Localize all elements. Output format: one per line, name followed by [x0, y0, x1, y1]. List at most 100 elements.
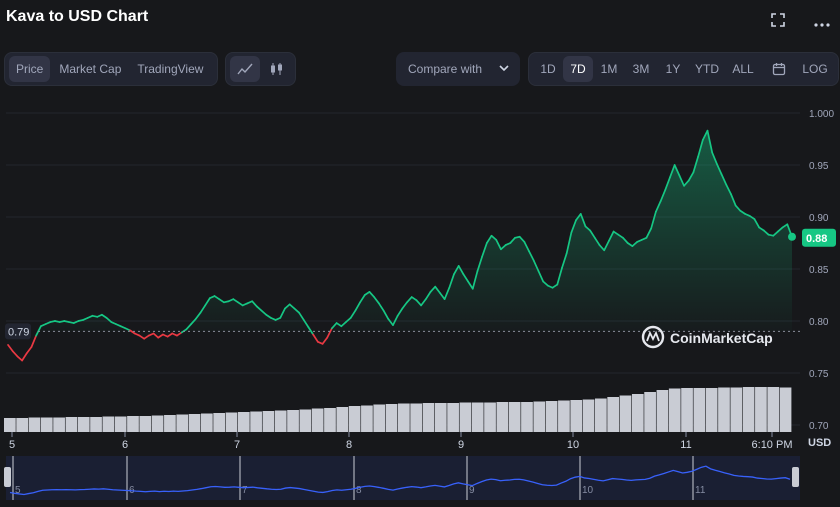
navigator-tick-label: 7 — [242, 485, 248, 496]
price-line-segment — [781, 223, 789, 229]
log-scale-toggle[interactable]: LOG — [802, 62, 828, 76]
price-line-segment — [730, 193, 737, 207]
volume-bar — [361, 405, 373, 432]
navigator-tick-label: 11 — [695, 485, 706, 496]
volume-bar — [398, 403, 410, 432]
price-line-segment — [462, 273, 469, 283]
volume-bar — [656, 390, 669, 432]
price-line-segment — [340, 321, 347, 328]
price-line-segment — [537, 270, 545, 283]
price-line-segment — [25, 346, 33, 355]
y-tick-label: 0.90 — [809, 213, 829, 224]
navigator-tick-label: 5 — [15, 485, 21, 496]
fullscreen-icon[interactable] — [768, 12, 788, 32]
price-line-segment — [227, 298, 235, 303]
price-line-segment — [363, 291, 371, 296]
price-line-segment — [359, 294, 366, 304]
price-line-segment — [420, 298, 427, 307]
navigator-handle-left[interactable] — [4, 467, 11, 487]
price-line-segment — [579, 213, 587, 228]
price-line-segment — [382, 309, 390, 320]
more-icon[interactable] — [812, 12, 832, 32]
price-line-segment — [692, 155, 699, 174]
y-tick-label: 0.80 — [809, 317, 829, 328]
price-line-segment — [152, 332, 160, 339]
range-all[interactable]: ALL — [732, 62, 754, 76]
volume-bar — [53, 417, 65, 432]
range-1d[interactable]: 1D — [540, 62, 556, 76]
price-line-segment — [326, 327, 333, 339]
y-tick-label: 1.000 — [809, 109, 834, 120]
volume-bar — [188, 414, 201, 432]
price-line-segment — [77, 319, 84, 322]
volume-bar — [127, 416, 139, 432]
volume-bar — [730, 387, 743, 432]
price-line-segment — [82, 317, 89, 321]
price-line-segment — [223, 300, 230, 304]
price-line-segment — [40, 323, 47, 328]
range-3m[interactable]: 3M — [632, 62, 650, 76]
price-line-segment — [570, 219, 577, 234]
price-line-segment — [16, 355, 23, 362]
candlestick-icon[interactable] — [262, 56, 291, 82]
range-navigator[interactable]: 5 6 7 8 9 10 11 — [4, 456, 800, 500]
price-line-segment — [777, 226, 784, 233]
price-line-segment — [640, 236, 648, 241]
price-line-segment — [387, 318, 394, 327]
price-line-segment — [753, 218, 760, 229]
price-line-segment — [561, 252, 568, 269]
compare-with-dropdown[interactable]: Compare with — [396, 52, 520, 86]
volume-bar — [779, 387, 792, 432]
price-line-segment — [650, 210, 657, 230]
navigator-window[interactable] — [6, 456, 800, 500]
price-line-segment — [500, 244, 507, 251]
volume-bar — [250, 411, 262, 432]
price-line-segment — [772, 230, 779, 237]
tab-market-cap[interactable]: Market Cap — [59, 62, 122, 76]
price-line-segment — [321, 336, 329, 345]
price-line-segment — [701, 129, 709, 141]
volume-bar — [77, 417, 90, 432]
price-line-segment — [91, 314, 99, 318]
compare-label: Compare with — [408, 62, 483, 76]
volume-bar — [348, 406, 361, 432]
navigator-line — [9, 465, 791, 496]
price-line-segment — [129, 329, 136, 335]
price-line-segment — [143, 334, 150, 340]
price-line-segment — [617, 233, 624, 239]
range-1y[interactable]: 1Y — [665, 62, 681, 76]
price-line-segment — [7, 344, 14, 353]
range-ytd[interactable]: YTD — [695, 62, 719, 76]
price-line-segment — [11, 350, 19, 358]
current-price-badge: 0.88 — [802, 228, 836, 247]
price-line-segment — [528, 250, 535, 262]
tab-price[interactable]: Price — [9, 56, 51, 82]
x-tick-label: 5 — [9, 439, 15, 451]
y-tick-label: 0.95 — [809, 161, 829, 172]
volume-bar — [668, 388, 681, 432]
navigator-handle-right[interactable] — [792, 467, 799, 487]
price-line-segment — [603, 240, 610, 252]
range-7d[interactable]: 7D — [563, 56, 593, 82]
price-line-segment — [21, 352, 28, 362]
chart-style-toggle — [225, 52, 296, 86]
tab-tradingview[interactable]: TradingView — [137, 62, 204, 76]
volume-bar — [262, 411, 275, 432]
calendar-icon[interactable] — [761, 56, 797, 82]
volume-bar — [496, 402, 509, 432]
price-line-segment — [105, 317, 113, 323]
price-line-segment — [767, 233, 775, 237]
volume-bar — [336, 407, 349, 432]
volume-bar — [742, 387, 755, 432]
navigator-tick-label: 8 — [356, 485, 362, 496]
y-tick-label: 0.75 — [809, 369, 829, 380]
price-line-segment — [706, 129, 714, 154]
price-line-segment — [434, 285, 441, 294]
price-line-segment — [260, 309, 268, 316]
price-line-segment — [199, 304, 207, 314]
price-line-segment — [302, 319, 310, 329]
price-line-segment — [307, 326, 314, 336]
range-1m[interactable]: 1M — [600, 62, 618, 76]
volume-bar — [434, 403, 447, 432]
line-chart-icon[interactable] — [230, 56, 260, 82]
